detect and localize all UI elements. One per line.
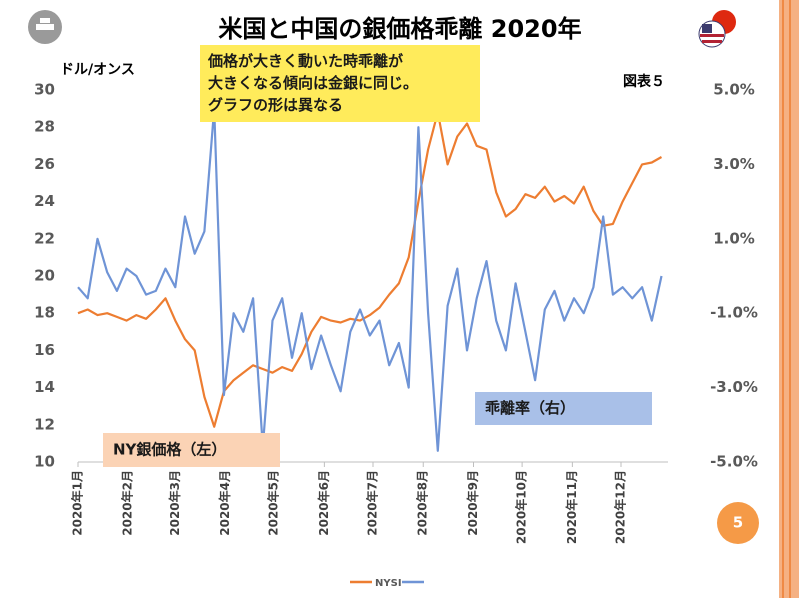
- series-line: [77, 111, 663, 428]
- x-tick-label: 2020年7月: [365, 470, 380, 536]
- annotation-text: グラフの形は異なる: [208, 96, 343, 114]
- y2-tick-label: 1.0%: [713, 229, 755, 247]
- y-tick-label: 28: [34, 118, 55, 136]
- chart-title: 米国と中国の銀価格乖離 2020年: [218, 15, 581, 43]
- annotation-box: [475, 392, 652, 425]
- x-tick-label: 2020年2月: [120, 470, 135, 536]
- plot-area: 10 12 14 16 18 20 22 24 26 28 30 -5.0% -3.0% -1.0% 1.0…: [34, 81, 758, 545]
- x-tick-label: 2020年12月: [612, 470, 627, 544]
- y2-tick-label: -5.0%: [710, 453, 758, 471]
- y-tick-label: 16: [34, 341, 55, 359]
- x-tick-label: 2020年9月: [465, 470, 480, 536]
- figure-label: 図表５: [623, 73, 665, 90]
- flag-icon: [698, 10, 736, 48]
- annotations: 価格が大きく動いた時乖離が大きくなる傾向は金銀に同じ。グラフの形は異なる乖離率（…: [103, 45, 652, 467]
- page-number: 5: [733, 514, 743, 532]
- y-tick-label: 22: [34, 229, 55, 247]
- x-tick-label: 2020年8月: [415, 470, 430, 536]
- y-tick-label: 18: [34, 304, 55, 322]
- side-bar: [779, 0, 799, 598]
- annotation-text: 乖離率（右）: [485, 399, 575, 417]
- annotation-box: [103, 433, 280, 467]
- y-tick-label: 26: [34, 155, 55, 173]
- y2-tick-label: -3.0%: [710, 378, 758, 396]
- y-tick-label: 14: [34, 378, 55, 396]
- annotation-text: 価格が大きく動いた時乖離が: [207, 52, 404, 70]
- y-tick-label: 12: [34, 415, 55, 433]
- page-badge: [717, 502, 759, 544]
- annotation-box: [200, 45, 480, 122]
- y-tick-label: 30: [34, 81, 55, 99]
- y2-tick-label: 5.0%: [713, 81, 755, 99]
- gold-icon: [28, 10, 62, 44]
- legend-label: NYSI: [375, 578, 402, 589]
- annotation-text: NY銀価格（左）: [113, 441, 226, 459]
- y2-tick-label: 3.0%: [713, 155, 755, 173]
- x-tick-label: 2020年1月: [70, 470, 85, 536]
- y-tick-label: 20: [34, 267, 55, 285]
- x-tick-label: 2020年5月: [266, 470, 281, 536]
- y-tick-label: 24: [34, 192, 55, 210]
- y2-tick-label: -1.0%: [710, 304, 758, 322]
- x-tick-label: 2020年10月: [514, 470, 529, 544]
- y-axis-unit: ドル/オンス: [60, 62, 135, 78]
- x-tick-label: 2020年11月: [564, 470, 579, 544]
- annotation-text: 大きくなる傾向は金銀に同じ。: [208, 74, 418, 92]
- x-tick-label: 2020年3月: [167, 470, 182, 536]
- x-tick-label: 2020年6月: [316, 470, 331, 536]
- x-tick-label: 2020年4月: [217, 470, 232, 536]
- y-tick-label: 10: [34, 453, 55, 471]
- series-line: [77, 107, 663, 452]
